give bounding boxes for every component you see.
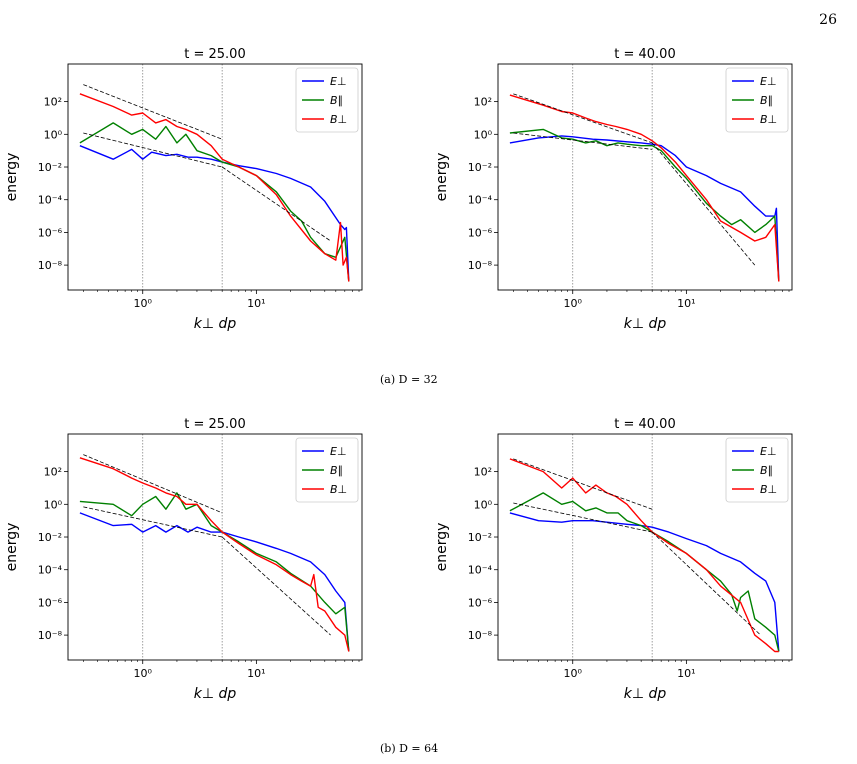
y-tick-label: 10⁻⁶	[468, 226, 493, 239]
subcaption-a: (a) D = 32	[380, 373, 438, 386]
legend-box	[725, 67, 789, 133]
chart-title: t = 40.00	[614, 47, 675, 62]
fit-line	[513, 502, 653, 533]
legend-label: B∥	[760, 94, 773, 107]
fit-line	[221, 536, 331, 636]
y-tick-label: 10²	[474, 96, 492, 109]
subcaption-b: (b) D = 64	[380, 742, 439, 755]
legend-label: B⊥	[760, 483, 777, 496]
series-line-b-perp	[79, 457, 350, 652]
chart-title: t = 25.00	[184, 47, 245, 62]
plot-frame	[497, 433, 793, 661]
series-line-b-par	[79, 122, 350, 282]
legend-label: E⊥	[760, 445, 777, 458]
y-tick-label: 10⁻²	[38, 161, 62, 174]
y-tick-label: 10⁻²	[468, 161, 492, 174]
x-axis-label: k⊥ dp	[624, 686, 667, 702]
legend-box	[725, 437, 789, 503]
y-axis-label: energy	[434, 523, 450, 572]
x-tick-label: 10⁰	[564, 667, 583, 680]
x-tick-label: 10¹	[677, 297, 695, 310]
y-tick-label: 10⁻⁴	[468, 564, 493, 577]
x-axis-label: k⊥ dp	[194, 316, 237, 332]
y-tick-label: 10⁻²	[38, 531, 62, 544]
chart-title: t = 40.00	[614, 417, 675, 432]
plot-frame	[497, 63, 793, 291]
fit-line	[651, 531, 761, 636]
y-tick-label: 10⁻²	[468, 531, 492, 544]
legend-label: E⊥	[330, 445, 347, 458]
legend-label: B⊥	[330, 113, 347, 126]
legend-label: B⊥	[330, 483, 347, 496]
legend-label: E⊥	[760, 75, 777, 88]
chart-title: t = 25.00	[184, 417, 245, 432]
fit-line	[513, 458, 653, 510]
y-axis-label: energy	[4, 523, 20, 572]
y-tick-label: 10⁻⁸	[468, 629, 493, 642]
fit-line	[221, 166, 331, 242]
plot-frame	[67, 63, 363, 291]
legend-label: B∥	[330, 464, 343, 477]
y-tick-label: 10⁰	[44, 498, 63, 511]
fit-line	[83, 84, 223, 140]
chart-a-left: t = 25.00 10² 10⁰ 10⁻² 10⁻⁴ 10⁻⁶ 10⁻⁸ 10⁰ 10¹ k⊥ …	[4, 47, 363, 332]
x-tick-label: 10¹	[247, 667, 265, 680]
y-axis-label: energy	[4, 153, 20, 202]
y-axis-label: energy	[434, 153, 450, 202]
series-line-e-perp	[79, 512, 350, 652]
y-tick-label: 10²	[474, 466, 492, 479]
y-tick-label: 10²	[44, 96, 62, 109]
y-tick-label: 10⁻⁶	[38, 596, 63, 609]
fit-line	[83, 454, 223, 514]
fit-line	[513, 93, 653, 144]
legend-box	[295, 67, 359, 133]
series-line-b-perp	[79, 93, 350, 282]
x-tick-label: 10⁰	[134, 297, 153, 310]
y-tick-label: 10⁰	[44, 128, 63, 141]
x-axis-label: k⊥ dp	[624, 316, 667, 332]
fit-line	[651, 142, 756, 266]
y-tick-label: 10⁻⁴	[38, 194, 63, 207]
y-tick-label: 10⁻⁶	[38, 226, 63, 239]
x-tick-label: 10⁰	[134, 667, 153, 680]
series-line-e-perp	[509, 135, 780, 282]
series-line-e-perp	[509, 512, 780, 652]
y-tick-label: 10⁰	[474, 128, 493, 141]
series-line-b-perp	[509, 94, 780, 282]
chart-b-right: t = 40.00 10² 10⁰ 10⁻² 10⁻⁴ 10⁻⁶ 10⁻⁸ 10⁰ 10¹ k⊥ …	[434, 417, 793, 702]
legend-label: E⊥	[330, 75, 347, 88]
y-tick-label: 10⁻⁸	[38, 629, 63, 642]
legend-box	[295, 437, 359, 503]
y-tick-label: 10⁰	[474, 498, 493, 511]
series-line-b-perp	[509, 458, 779, 653]
series-line-e-perp	[79, 145, 350, 282]
y-tick-label: 10⁻⁶	[468, 596, 493, 609]
y-tick-label: 10⁻⁸	[38, 259, 63, 272]
plot-frame	[67, 433, 363, 661]
x-tick-label: 10¹	[247, 297, 265, 310]
chart-a-right: t = 40.00 10² 10⁰ 10⁻² 10⁻⁴ 10⁻⁶ 10⁻⁸ 10⁰ 10¹ k⊥ …	[434, 47, 793, 332]
x-tick-label: 10⁰	[564, 297, 583, 310]
series-line-b-par	[509, 128, 780, 282]
y-tick-label: 10⁻⁴	[468, 194, 493, 207]
fit-line	[513, 132, 653, 150]
x-axis-label: k⊥ dp	[194, 686, 237, 702]
page-number: 26	[819, 12, 837, 28]
y-tick-label: 10⁻⁴	[38, 564, 63, 577]
series-line-b-par	[79, 492, 350, 652]
y-tick-label: 10⁻⁸	[468, 259, 493, 272]
x-tick-label: 10¹	[677, 667, 695, 680]
series-line-b-par	[509, 492, 780, 652]
legend-label: B∥	[760, 464, 773, 477]
chart-b-left: t = 25.00 10² 10⁰ 10⁻² 10⁻⁴ 10⁻⁶ 10⁻⁸ 10⁰ 10¹ k⊥ …	[4, 417, 363, 702]
legend-label: B⊥	[760, 113, 777, 126]
legend-label: B∥	[330, 94, 343, 107]
y-tick-label: 10²	[44, 466, 62, 479]
